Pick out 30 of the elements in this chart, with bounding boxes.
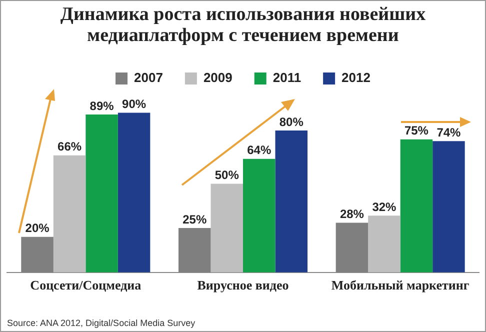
source-note: Source: ANA 2012, Digital/Social Media Survey [7, 318, 196, 328]
data-label: 28% [340, 207, 364, 222]
bar [368, 216, 400, 272]
bar [86, 114, 118, 272]
x-tick-label: Мобильный маркетинг [331, 278, 470, 293]
chart-title: Динамика роста использования новейших медиаплатформ с течением времени [59, 3, 427, 48]
data-label: 32% [372, 200, 397, 214]
data-label: 50% [214, 168, 240, 182]
bar [243, 158, 276, 272]
bar [53, 155, 86, 272]
bar [400, 139, 433, 272]
data-label: 66% [58, 140, 82, 154]
bar [210, 184, 243, 272]
bar [275, 130, 308, 272]
legend-label: 2011 [272, 70, 302, 86]
data-label: 20% [25, 221, 50, 236]
data-label: 80% [279, 114, 304, 129]
bar [118, 112, 150, 272]
data-label: 25% [182, 212, 207, 226]
data-label: 74% [436, 125, 462, 140]
x-tick-label: Вирусное видео [197, 278, 289, 293]
legend-label: 2012 [342, 70, 370, 86]
data-label: 75% [404, 124, 429, 138]
bar [432, 141, 465, 272]
data-label: 89% [90, 98, 114, 113]
legend-label: 2009 [203, 70, 232, 86]
data-label: 90% [122, 97, 146, 112]
legend-label: 2007 [134, 70, 163, 86]
data-label: 64% [247, 143, 272, 158]
x-tick-label: Соцсети/Соцмедиа [30, 278, 142, 293]
